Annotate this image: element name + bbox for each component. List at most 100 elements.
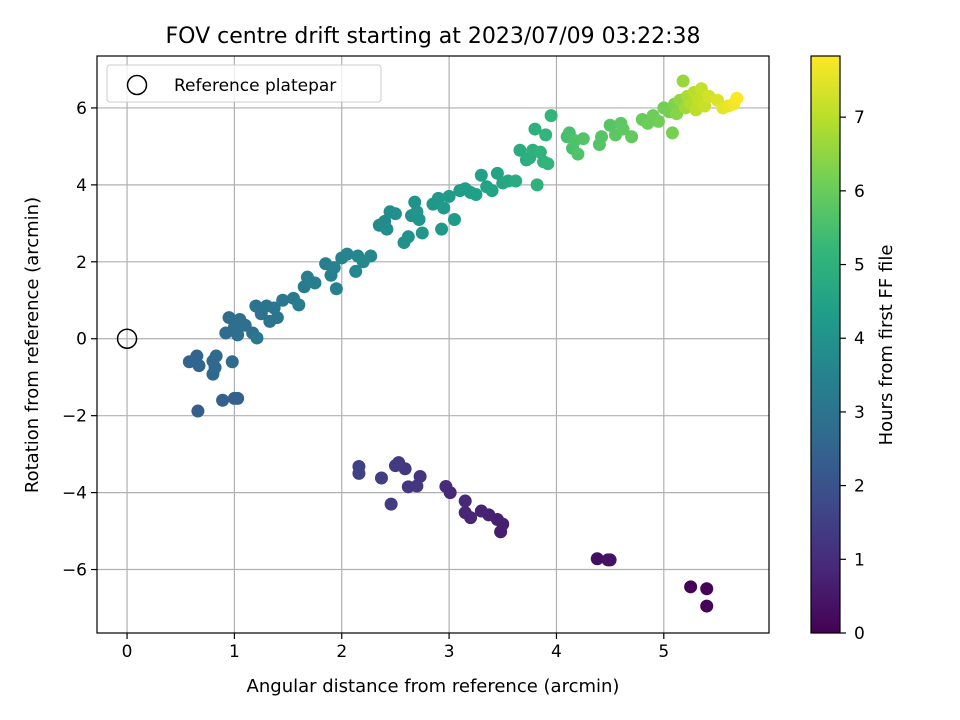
- y-tick-label: 2: [76, 253, 87, 273]
- data-point: [665, 126, 679, 140]
- data-point: [231, 328, 245, 342]
- y-axis-label: Rotation from reference (arcmin): [22, 197, 43, 493]
- legend-marker-icon: [126, 74, 148, 96]
- data-point: [595, 130, 609, 144]
- data-point: [539, 128, 553, 142]
- data-point: [349, 264, 363, 278]
- y-tick-label: 6: [76, 99, 87, 119]
- data-point: [530, 178, 544, 192]
- data-point: [590, 552, 604, 566]
- data-point: [458, 506, 472, 520]
- data-point: [388, 459, 402, 473]
- colorbar-tick-label: 3: [854, 403, 865, 423]
- data-point: [380, 222, 394, 236]
- data-point: [509, 174, 523, 188]
- data-point: [571, 147, 585, 161]
- data-point: [469, 187, 483, 201]
- data-point: [364, 249, 378, 263]
- colorbar-ticks: 0 1 2 3 4 5 6 7: [840, 108, 865, 644]
- data-point: [412, 212, 426, 226]
- data-point: [730, 91, 744, 105]
- data-point: [231, 391, 245, 405]
- data-point: [431, 191, 445, 205]
- data-point: [329, 282, 343, 296]
- colorbar-tick-label: 5: [854, 256, 865, 276]
- data-point: [603, 118, 617, 132]
- y-axis-ticks: −6 −4 −2 0 2 4 6: [62, 99, 97, 581]
- reference-platepar-marker: [116, 328, 138, 349]
- colorbar-tick-label: 2: [854, 477, 865, 497]
- data-point: [684, 580, 698, 594]
- data-point: [192, 359, 206, 373]
- data-point: [216, 393, 230, 407]
- data-point: [308, 276, 322, 290]
- x-axis-ticks: 0 1 2 3 4 5: [122, 633, 669, 662]
- data-points: [182, 74, 744, 613]
- legend: Reference platepar: [106, 64, 382, 103]
- data-point: [374, 471, 388, 485]
- colorbar-tick-label: 4: [854, 329, 865, 349]
- data-point: [541, 157, 555, 171]
- colorbar-tick-label: 6: [854, 182, 865, 202]
- y-tick-label: −4: [62, 484, 87, 504]
- data-point: [442, 189, 456, 203]
- data-point: [474, 504, 488, 518]
- data-point: [415, 226, 429, 240]
- data-point: [439, 479, 453, 493]
- data-point: [270, 311, 284, 325]
- colorbar-tick-label: 1: [854, 550, 865, 570]
- data-point: [340, 247, 354, 261]
- x-tick-label: 4: [551, 642, 562, 662]
- y-tick-label: −6: [62, 561, 87, 581]
- plot-frame: [96, 55, 770, 634]
- data-point: [209, 349, 223, 363]
- grid-lines: [97, 56, 769, 633]
- data-point: [544, 109, 558, 123]
- data-point: [485, 184, 499, 198]
- data-point: [447, 212, 461, 226]
- data-point: [458, 494, 472, 508]
- chart-title: FOV centre drift starting at 2023/07/09 …: [166, 24, 701, 49]
- data-point: [474, 168, 488, 182]
- data-point: [250, 331, 264, 345]
- colorbar-tick-label: 7: [854, 108, 865, 128]
- data-point: [327, 261, 341, 275]
- data-point: [603, 553, 617, 567]
- data-point: [401, 480, 415, 494]
- data-point: [576, 132, 590, 146]
- y-tick-label: −2: [62, 407, 87, 427]
- data-point: [528, 122, 542, 136]
- data-point: [222, 311, 236, 325]
- x-tick-label: 1: [229, 642, 240, 662]
- data-point: [616, 122, 630, 136]
- data-point: [276, 293, 290, 307]
- data-point: [352, 466, 366, 480]
- data-point: [206, 367, 220, 381]
- data-point: [437, 201, 451, 215]
- colorbar-tick-label: 0: [854, 624, 865, 644]
- data-point: [676, 74, 690, 88]
- colorbar-gradient: [810, 55, 841, 634]
- x-axis-label: Angular distance from reference (arcmin): [247, 676, 620, 697]
- data-point: [700, 582, 714, 596]
- y-tick-label: 0: [76, 330, 87, 350]
- data-point: [191, 404, 205, 418]
- x-tick-label: 5: [658, 642, 669, 662]
- data-point: [513, 143, 527, 157]
- data-point: [225, 355, 239, 369]
- data-point: [490, 166, 504, 180]
- legend-entry-reference: Reference platepar: [174, 76, 336, 96]
- colorbar: 0 1 2 3 4 5 6 7 Hours from first FF file: [810, 55, 897, 644]
- y-tick-label: 4: [76, 176, 87, 196]
- data-point: [700, 599, 714, 613]
- data-point: [401, 230, 415, 244]
- data-point: [388, 207, 402, 221]
- data-point: [651, 114, 665, 128]
- x-tick-label: 3: [444, 642, 455, 662]
- legend-box: [106, 64, 382, 103]
- data-point: [435, 222, 449, 236]
- x-tick-label: 2: [336, 642, 347, 662]
- data-point: [384, 497, 398, 511]
- data-point: [625, 130, 639, 144]
